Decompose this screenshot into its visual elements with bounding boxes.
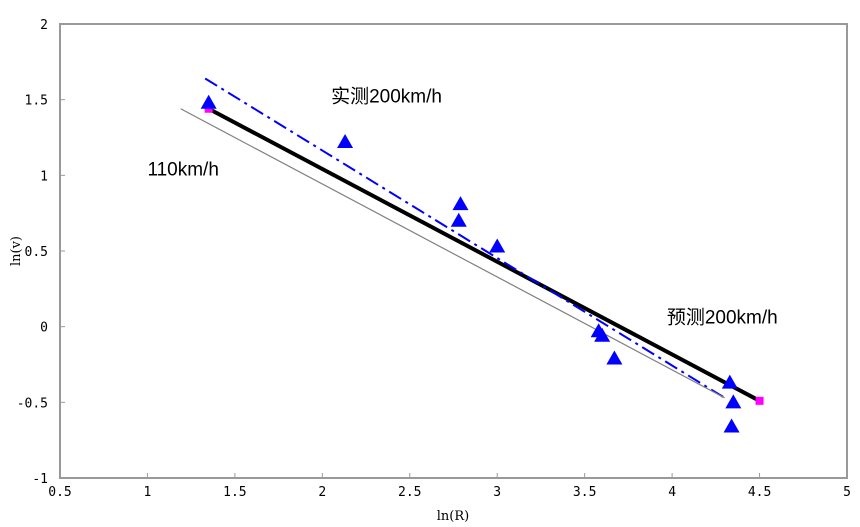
series-line-3 [180,108,725,399]
data-point-triangle [450,212,467,227]
x-tick-label: 2.5 [398,485,421,500]
data-point-triangle [725,394,742,409]
x-tick-label: 4 [668,485,676,500]
x-tick-label: 4.5 [748,485,771,500]
series-line-1 [207,106,761,403]
annotation-label: 110km/h [147,159,218,180]
y-tick-label: 1.5 [25,94,48,109]
annotation-label: 实测200km/h [331,86,442,108]
data-point-triangle [721,374,738,389]
y-tick-label: 1 [40,169,48,184]
x-tick-label: 0.5 [48,485,71,500]
data-point-triangle [723,418,740,433]
y-tick-label: 2 [40,18,48,33]
data-point-triangle [452,196,469,211]
x-tick-label: 3 [493,485,501,500]
series-line-2 [204,77,726,399]
annotation-label: 预测200km/h [667,307,778,329]
data-point-triangle [200,94,217,109]
x-tick-label: 1.5 [223,485,246,500]
y-tick-label: -0.5 [17,396,48,411]
y-tick-label: 0.5 [25,245,48,260]
plot-frame [59,23,848,479]
line-endpoint-marker [204,104,213,113]
y-tick-label: -1 [32,472,48,487]
x-tick-label: 2 [318,485,326,500]
data-point-triangle [606,350,623,365]
data-point-triangle [594,327,611,342]
x-tick-label: 5 [843,485,851,500]
data-point-triangle [337,134,354,149]
x-axis-label: ln(R) [437,509,469,524]
y-axis-label: ln(v) [9,236,24,266]
line-endpoint-marker [755,396,764,405]
y-tick-label: 0 [40,321,48,336]
x-tick-label: 1 [144,485,152,500]
data-point-triangle [489,238,506,253]
x-tick-label: 3.5 [573,485,596,500]
